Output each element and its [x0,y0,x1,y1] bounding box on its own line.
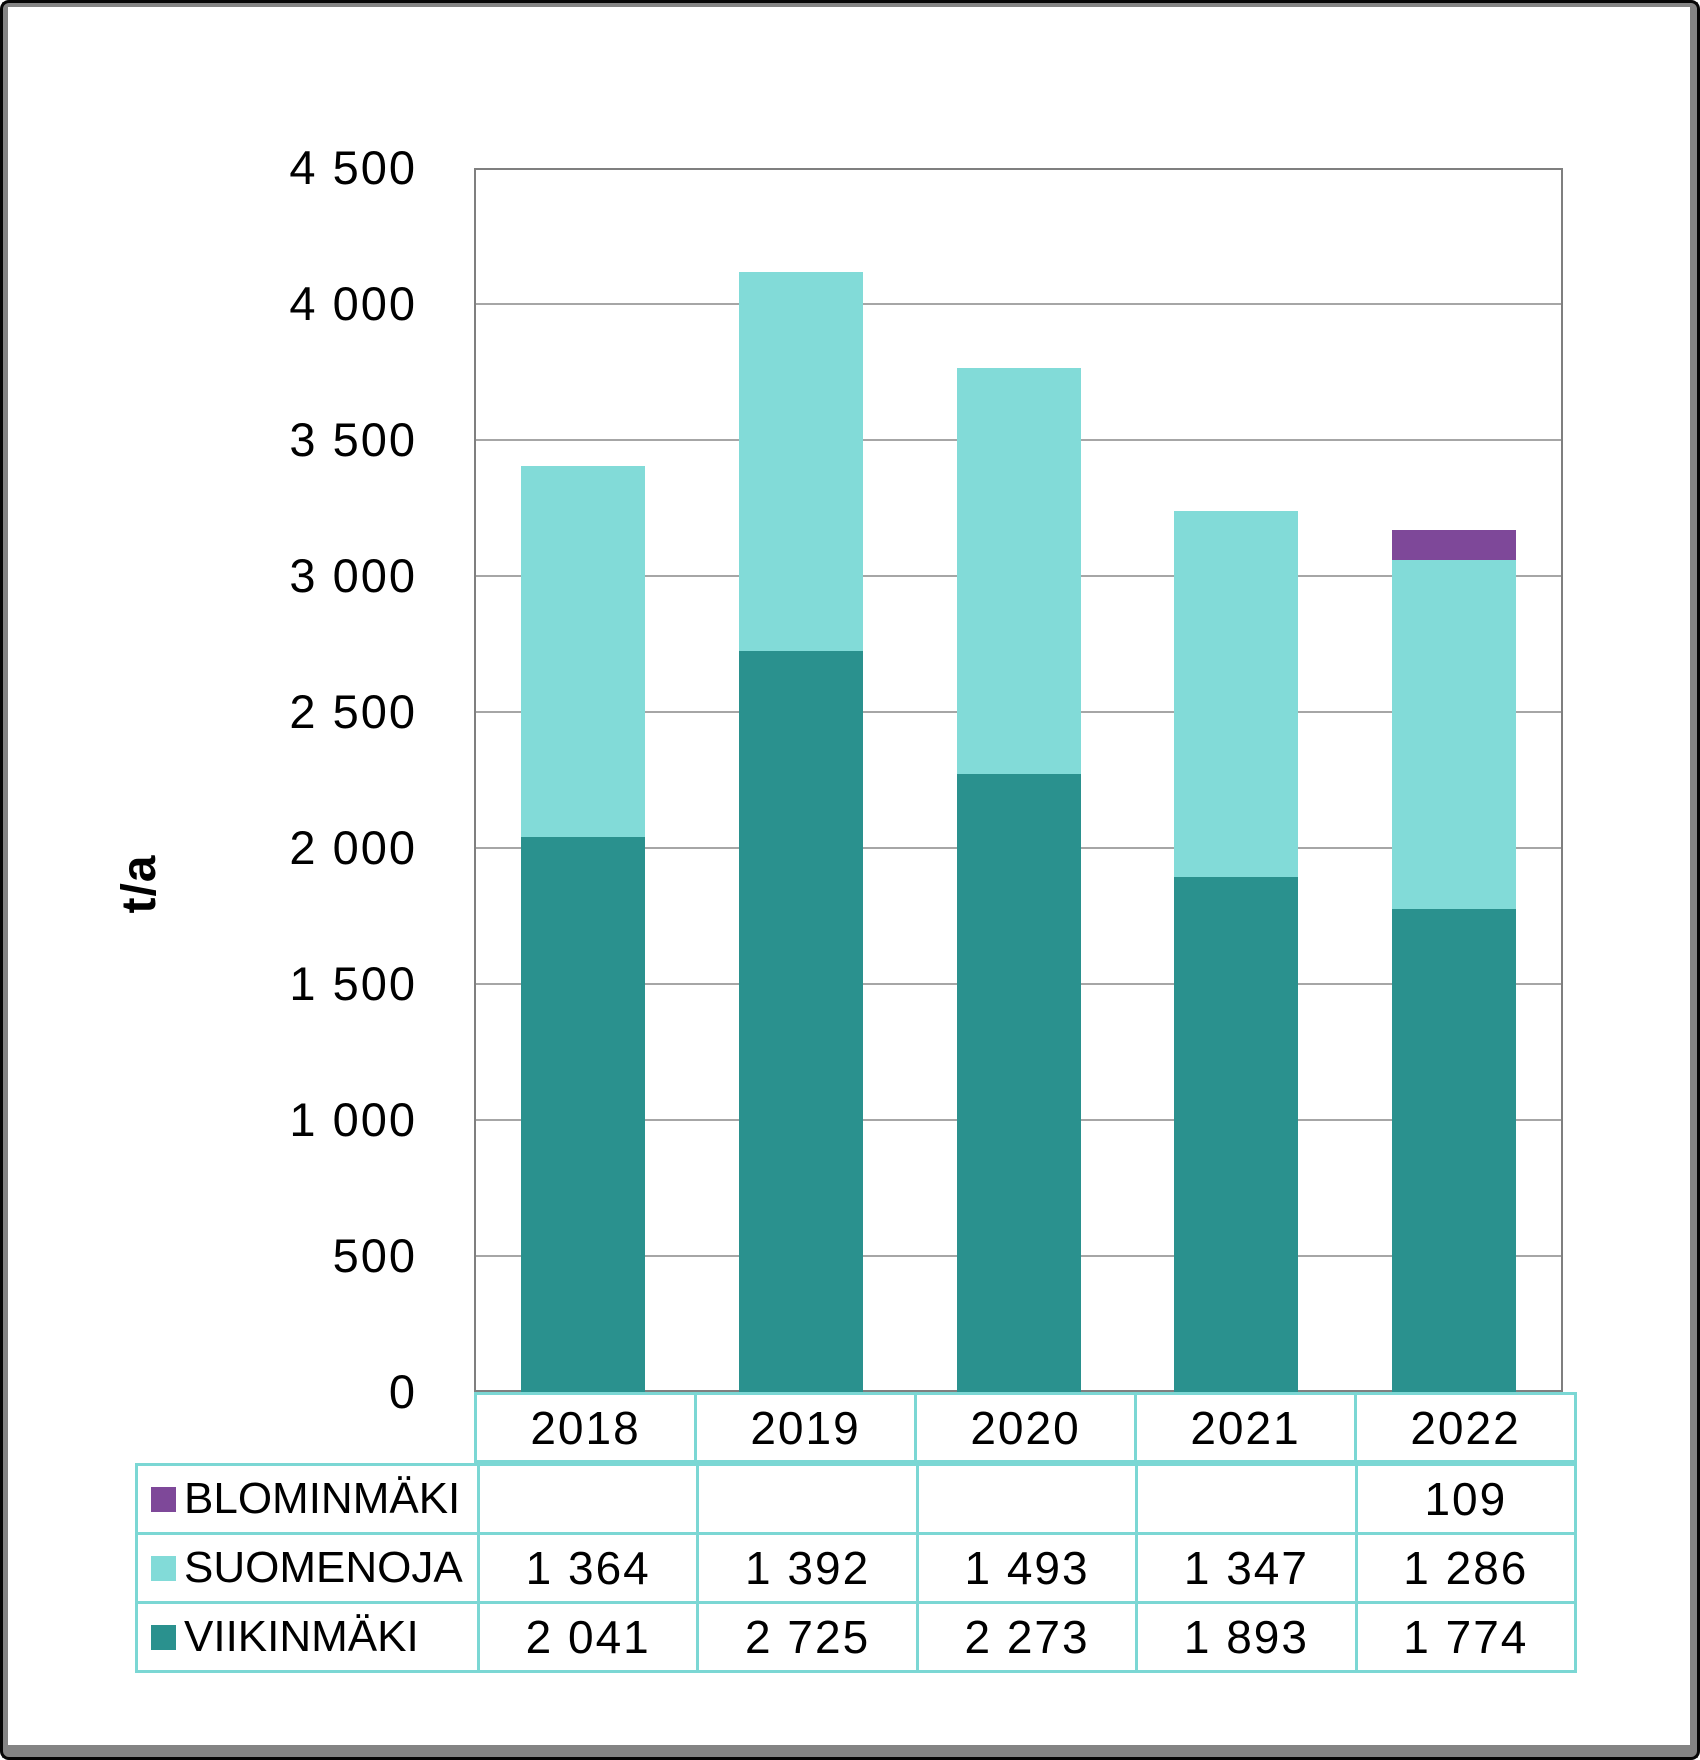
bar-segment-2020-suomenoja [956,367,1081,774]
table-value-cell [1135,1466,1354,1532]
bar-segment-2022-blominmaki [1392,530,1517,560]
series-label: BLOMINMÄKI [184,1474,461,1523]
y-tick-label: 4 000 [289,277,417,330]
legend-cell: SUOMENOJA [138,1535,477,1601]
y-tick-label: 3 000 [289,549,417,602]
bar-segment-2018-viikinmaki [520,836,645,1392]
legend-swatch [151,1486,176,1512]
bar-segment-2021-suomenoja [1174,510,1299,878]
table-value-cell [477,1466,696,1532]
table-body: BLOMINMÄKI 109 SUOMENOJA 1 364 1 392 1 493 1 3… [135,1463,1577,1673]
year-label: 2018 [530,1401,641,1454]
table-value-cell: 1 392 [696,1535,915,1601]
table-value-cell: 109 [1354,1466,1574,1532]
table-row: BLOMINMÄKI 109 [138,1466,1574,1532]
table-value-cell: 2 725 [696,1604,915,1670]
y-tick-label: 1 500 [289,957,417,1010]
bar-segment-2022-suomenoja [1392,559,1517,910]
y-tick-label: 4 500 [289,141,417,194]
legend-swatch [151,1555,176,1581]
bar-segment-2021-viikinmaki [1174,877,1299,1392]
bar-segment-2022-viikinmaki [1392,909,1517,1392]
table-value-cell: 1 347 [1135,1535,1354,1601]
table-value-cell: 1 493 [915,1535,1135,1601]
bar-segment-2019-viikinmaki [738,650,863,1392]
gridline [474,303,1563,305]
table-row: SUOMENOJA 1 364 1 392 1 493 1 347 1 286 [138,1532,1574,1601]
year-label: 2019 [694,1395,914,1460]
table-value-cell [915,1466,1135,1532]
y-tick-label: 500 [332,1229,417,1282]
table-value-cell: 2 273 [915,1604,1135,1670]
y-tick-label: 3 500 [289,413,417,466]
plot-area [474,168,1563,1392]
table-year-header-row: 2018 2019 2020 2021 2022 [474,1392,1577,1463]
table-value-cell: 1 774 [1354,1604,1574,1670]
y-tick-label: 2 500 [289,685,417,738]
series-label: SUOMENOJA [184,1543,463,1592]
table-value-cell: 1 893 [1135,1604,1354,1670]
table-row: VIIKINMÄKI 2 041 2 725 2 273 1 893 1 774 [138,1601,1574,1670]
year-label: 2022 [1354,1395,1574,1460]
table-value-cell: 1 286 [1354,1535,1574,1601]
series-label: VIIKINMÄKI [184,1612,419,1661]
table-value-cell [696,1466,915,1532]
y-tick-label: 1 000 [289,1093,417,1146]
table-value-cell: 2 041 [477,1604,696,1670]
bar-segment-2019-suomenoja [738,272,863,651]
bar-segment-2020-viikinmaki [956,773,1081,1392]
table-value-cell: 1 364 [477,1535,696,1601]
legend-cell: BLOMINMÄKI [138,1466,477,1532]
y-tick-label: 0 [388,1365,417,1418]
year-label: 2021 [1134,1395,1354,1460]
legend-cell: VIIKINMÄKI [138,1604,477,1670]
legend-swatch [151,1624,176,1650]
year-label: 2020 [914,1395,1134,1460]
bar-segment-2018-suomenoja [520,465,645,837]
y-tick-label: 2 000 [289,821,417,874]
